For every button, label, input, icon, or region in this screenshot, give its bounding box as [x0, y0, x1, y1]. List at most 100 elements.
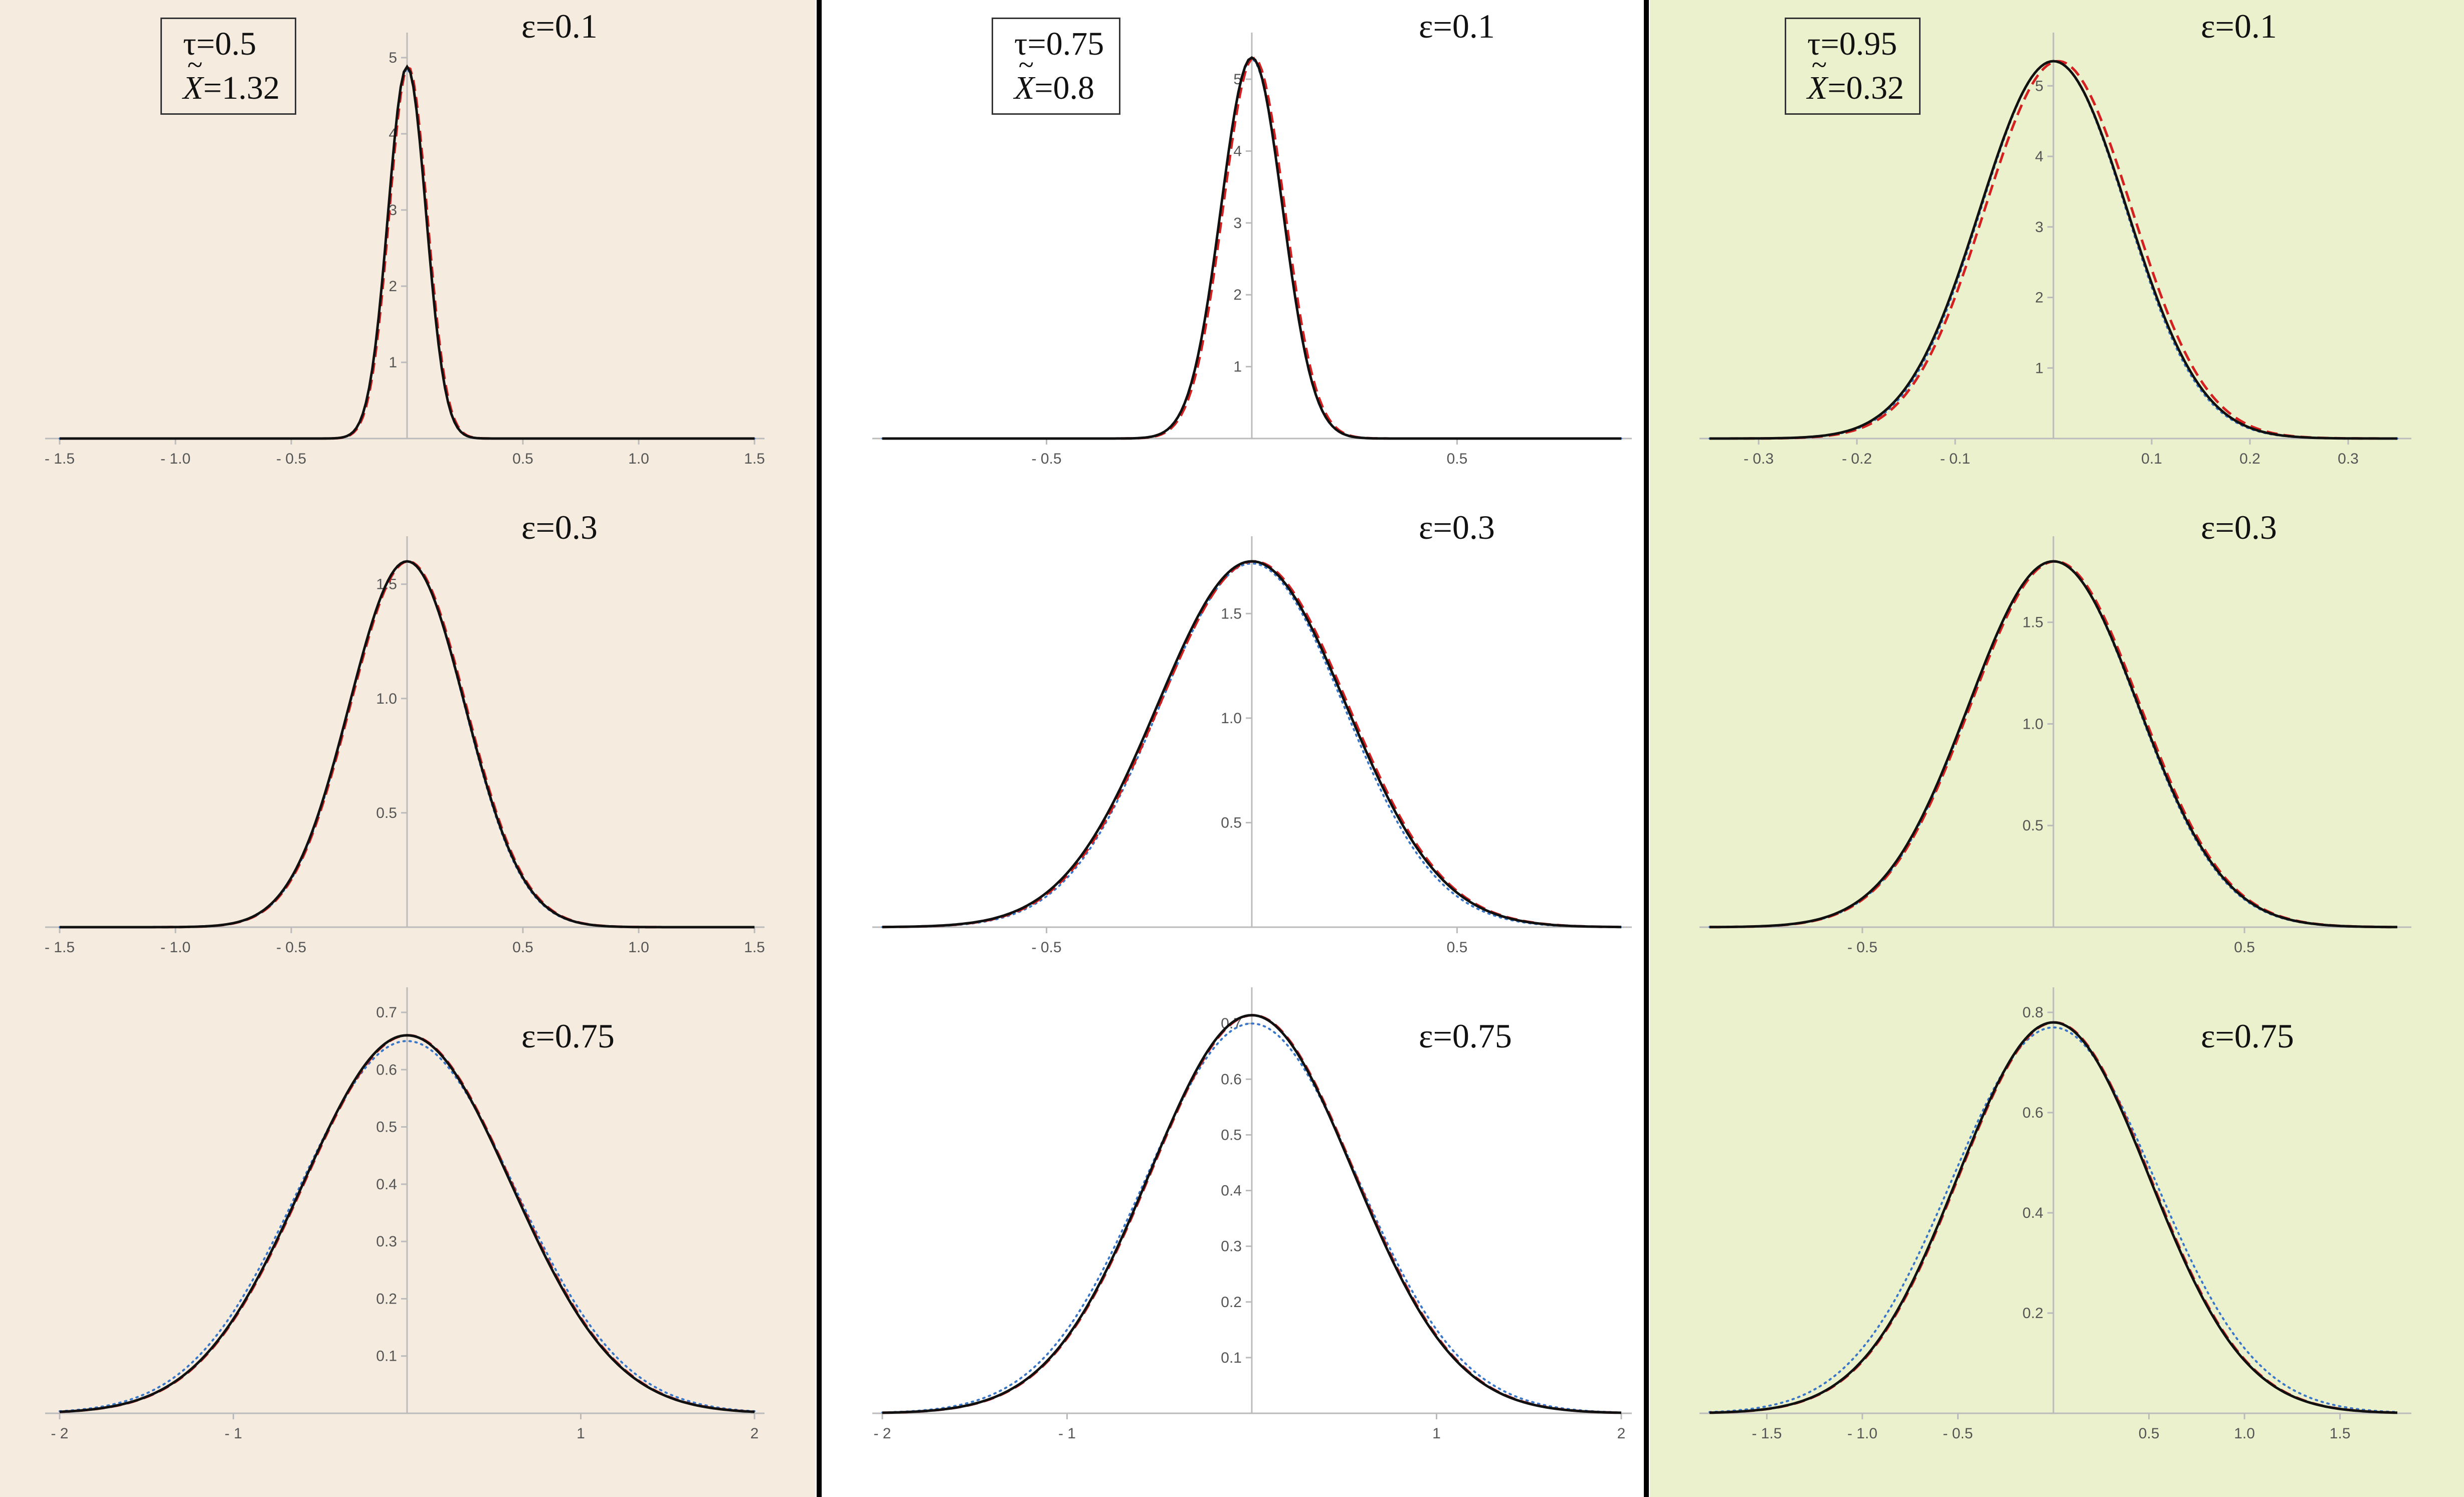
y-tick-label: 0.6	[376, 1061, 397, 1078]
y-tick-label: 0.5	[1221, 814, 1242, 831]
x-tick-label: 2	[750, 1425, 759, 1442]
x-tick-label: - 0.1	[1940, 451, 1970, 467]
x-tick-label: - 0.5	[1943, 1425, 1973, 1442]
x-tick-label: - 1	[225, 1425, 242, 1442]
y-tick-label: 0.6	[2022, 1105, 2043, 1121]
x-tick-label: 0.5	[2139, 1425, 2160, 1442]
y-tick-label: 1.0	[2022, 716, 2043, 732]
parameter-box: τ=0.5 ~ X=1.32	[160, 18, 297, 115]
x-tick-label: - 0.3	[1744, 451, 1774, 467]
x-tick-label: 0.5	[512, 451, 533, 467]
y-tick-label: 3	[1233, 215, 1242, 232]
y-tick-label: 2	[389, 278, 397, 295]
x-tick-label: 1.0	[628, 939, 649, 956]
y-tick-label: 5	[389, 50, 397, 66]
y-tick-label: 1.5	[1221, 605, 1242, 622]
x-value: =0.8	[1034, 70, 1095, 106]
y-tick-label: 0.2	[376, 1291, 397, 1307]
epsilon-label: ε=0.1	[521, 7, 598, 45]
x-tick-label: 0.2	[2239, 451, 2260, 467]
x-tick-label: 0.5	[2234, 939, 2255, 956]
x-tilde-label: ~ X=1.32	[183, 50, 280, 110]
x-tick-label: - 0.5	[1847, 939, 1877, 956]
epsilon-label: ε=0.1	[2201, 7, 2277, 45]
epsilon-label: ε=0.3	[1419, 508, 1495, 546]
x-tick-label: - 1.0	[160, 939, 191, 956]
y-tick-label: 0.3	[1221, 1238, 1242, 1255]
epsilon-label: ε=0.3	[521, 508, 598, 546]
x-symbol: X	[1014, 70, 1035, 106]
x-tick-label: 1	[1432, 1425, 1441, 1442]
y-tick-label: 0.2	[1221, 1294, 1242, 1311]
tau-label: τ=0.95	[1807, 26, 1898, 62]
x-tick-label: - 2	[51, 1425, 68, 1442]
x-tick-label: 1.0	[628, 451, 649, 467]
y-tick-label: 0.5	[2022, 817, 2043, 834]
epsilon-label: ε=0.75	[1419, 1017, 1512, 1055]
x-tilde-label: ~ X=0.32	[1807, 50, 1905, 110]
tau-label: τ=0.75	[1014, 26, 1104, 62]
density-curve-solid	[1710, 60, 2397, 440]
y-tick-label: 3	[2035, 219, 2043, 236]
y-tick-label: 0.3	[376, 1233, 397, 1250]
x-tick-label: 1.5	[744, 939, 765, 956]
y-tick-label: 0.5	[376, 805, 397, 821]
tau-label: τ=0.5	[183, 26, 257, 62]
y-tick-label: 0.1	[1221, 1350, 1242, 1366]
x-value: =0.32	[1827, 70, 1905, 106]
y-tick-label: 2	[1233, 287, 1242, 303]
density-curve-solid	[882, 56, 1621, 440]
x-tick-label: 1	[577, 1425, 585, 1442]
x-tick-label: - 0.5	[1032, 451, 1062, 467]
y-tick-label: 2	[2035, 290, 2043, 306]
x-tick-label: - 1.5	[45, 451, 75, 467]
density-curve-solid	[59, 1034, 755, 1413]
x-tick-label: - 0.5	[276, 451, 306, 467]
epsilon-label: ε=0.3	[2201, 508, 2277, 546]
x-tick-label: - 2	[873, 1425, 891, 1442]
x-tick-label: 0.1	[2141, 451, 2162, 467]
x-tick-label: - 0.5	[1032, 939, 1062, 956]
tilde-mark: ~	[1018, 50, 1034, 81]
density-curve-solid	[882, 560, 1622, 929]
x-tilde-label: ~ X=0.8	[1014, 50, 1104, 110]
density-curve-solid	[60, 560, 754, 929]
x-tick-label: 0.5	[1447, 451, 1468, 467]
parameter-box: τ=0.75 ~ X=0.8	[992, 18, 1121, 115]
y-tick-label: 1	[1233, 359, 1242, 375]
y-tick-label: 0.1	[376, 1348, 397, 1365]
y-tick-label: 0.4	[2022, 1205, 2043, 1221]
y-tick-label: 4	[2035, 148, 2043, 165]
reference-curve-dotted	[59, 1040, 755, 1412]
y-tick-label: 4	[1233, 143, 1242, 159]
epsilon-label: ε=0.75	[2201, 1017, 2294, 1055]
y-tick-label: 0.7	[376, 1004, 397, 1021]
x-tick-label: - 0.5	[276, 939, 306, 956]
y-tick-label: 0.4	[376, 1176, 397, 1193]
x-tick-label: 2	[1617, 1425, 1626, 1442]
x-tick-label: 0.5	[512, 939, 533, 956]
density-curve-solid	[1709, 1021, 2398, 1414]
y-tick-label: 5	[2035, 78, 2043, 94]
x-tick-label: 1.0	[2234, 1425, 2255, 1442]
parameter-box: τ=0.95 ~ X=0.32	[1785, 18, 1921, 115]
y-tick-label: 1.0	[376, 691, 397, 707]
y-tick-label: 1.0	[1221, 710, 1242, 727]
column-divider	[1644, 0, 1649, 1497]
y-tick-label: 0.8	[2022, 1004, 2043, 1021]
x-tick-label: 0.3	[2338, 451, 2359, 467]
x-tick-label: 1.5	[744, 451, 765, 467]
x-tick-label: - 1.5	[1752, 1425, 1782, 1442]
tilde-mark: ~	[1811, 50, 1827, 81]
x-tick-label: - 1	[1058, 1425, 1076, 1442]
density-curve-solid	[60, 64, 754, 440]
x-tick-label: 0.5	[1447, 939, 1468, 956]
y-tick-label: 1	[2035, 360, 2043, 376]
